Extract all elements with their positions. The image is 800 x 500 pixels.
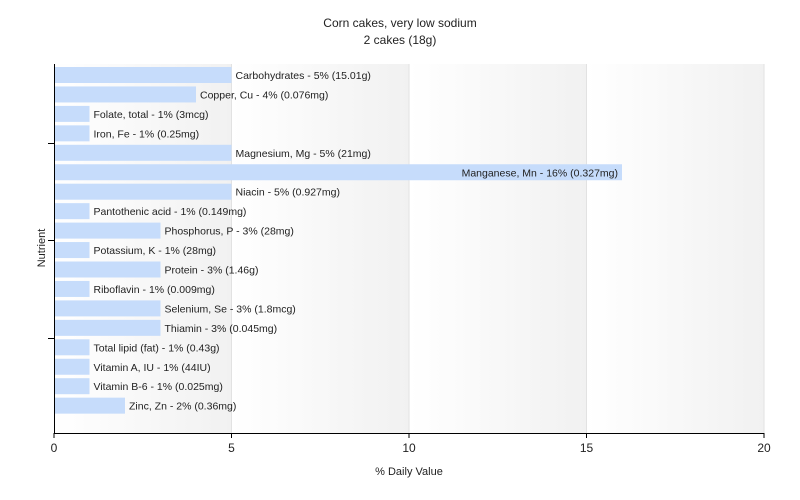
bar xyxy=(55,242,90,259)
data-label: Folate, total - 1% (3mcg) xyxy=(94,109,209,121)
bar xyxy=(55,105,90,122)
background-band xyxy=(586,64,764,433)
bar xyxy=(55,319,161,336)
bar xyxy=(55,144,232,161)
data-label: Vitamin A, IU - 1% (44IU) xyxy=(94,362,211,374)
data-label: Selenium, Se - 3% (1.8mcg) xyxy=(165,303,296,315)
background-band xyxy=(409,64,587,433)
background-band xyxy=(231,64,409,433)
x-tick-label: 10 xyxy=(402,441,416,455)
bar xyxy=(55,203,90,220)
x-tick-label: 5 xyxy=(228,441,235,455)
data-label: Pantothenic acid - 1% (0.149mg) xyxy=(94,206,247,218)
bar xyxy=(55,300,161,317)
x-tick-label: 15 xyxy=(580,441,594,455)
data-label: Iron, Fe - 1% (0.25mg) xyxy=(94,128,200,140)
data-label: Potassium, K - 1% (28mg) xyxy=(94,245,217,257)
bar xyxy=(55,378,90,395)
bar xyxy=(55,280,90,297)
x-tick-label: 20 xyxy=(757,441,771,455)
bar xyxy=(55,86,196,103)
data-label: Copper, Cu - 4% (0.076mg) xyxy=(200,89,328,101)
x-axis-label: % Daily Value xyxy=(375,466,443,478)
data-label: Total lipid (fat) - 1% (0.43g) xyxy=(94,342,220,354)
y-axis-label: Nutrient xyxy=(36,228,48,268)
data-label: Magnesium, Mg - 5% (21mg) xyxy=(236,148,371,160)
bar xyxy=(55,358,90,375)
bar xyxy=(55,164,622,181)
data-label: Phosphorus, P - 3% (28mg) xyxy=(165,226,294,238)
bar xyxy=(55,261,161,278)
chart-title: Corn cakes, very low sodium xyxy=(323,16,477,30)
data-label: Niacin - 5% (0.927mg) xyxy=(236,187,340,199)
data-label: Vitamin B-6 - 1% (0.025mg) xyxy=(94,381,223,393)
bar xyxy=(55,339,90,356)
data-label: Protein - 3% (1.46g) xyxy=(165,265,259,277)
chart-subtitle: 2 cakes (18g) xyxy=(363,33,437,47)
bar xyxy=(55,125,90,142)
data-label: Riboflavin - 1% (0.009mg) xyxy=(94,284,215,296)
data-label: Manganese, Mn - 16% (0.327mg) xyxy=(462,167,618,179)
bar xyxy=(55,397,125,414)
data-label: Thiamin - 3% (0.045mg) xyxy=(165,323,278,335)
data-label: Zinc, Zn - 2% (0.36mg) xyxy=(129,401,236,413)
bar xyxy=(55,222,161,239)
bar xyxy=(55,67,232,83)
bar xyxy=(55,183,232,200)
data-label: Carbohydrates - 5% (15.01g) xyxy=(236,70,371,82)
x-tick-label: 0 xyxy=(51,441,58,455)
